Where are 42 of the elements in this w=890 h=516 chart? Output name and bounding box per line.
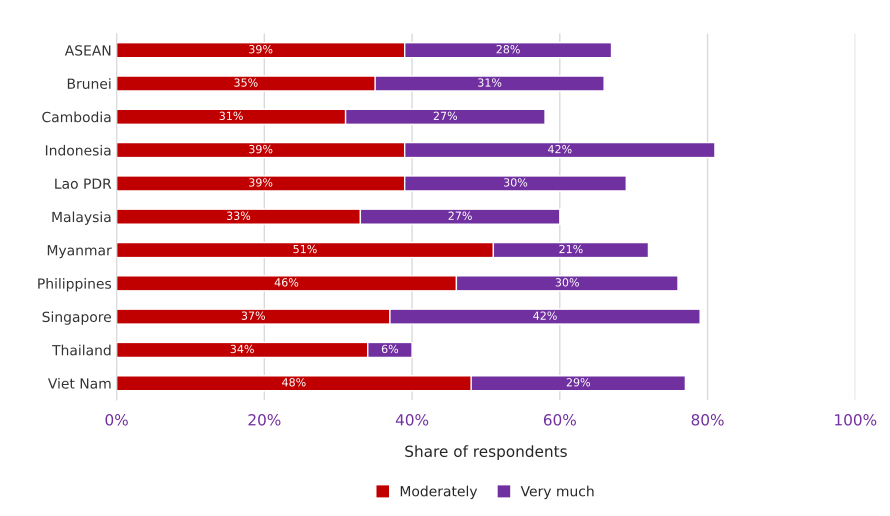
data-label: 31% <box>478 78 502 87</box>
data-label: 39% <box>249 178 272 187</box>
data-label: 42% <box>533 311 557 320</box>
data-label: 42% <box>548 144 572 154</box>
x-axis-title: Share of respondents <box>405 445 567 460</box>
y-tick-label: ASEAN <box>64 45 110 56</box>
x-tick-label: 80% <box>692 414 724 426</box>
legend-label: Very much <box>520 486 594 500</box>
data-label: 39% <box>249 45 272 54</box>
y-tick-label: Malaysia <box>52 211 110 225</box>
x-tick-label: 40% <box>396 414 428 426</box>
data-label: 46% <box>274 278 298 287</box>
x-tick-label: 100% <box>835 414 876 426</box>
y-tick-label: Brunei <box>68 78 110 89</box>
data-label: 29% <box>566 378 590 386</box>
data-label: 21% <box>559 244 583 254</box>
data-label: 30% <box>504 178 528 187</box>
x-tick-label: 0% <box>105 414 128 426</box>
y-tick-label: Cambodia <box>42 112 110 122</box>
data-label: 34% <box>230 344 254 354</box>
data-label: 27% <box>434 112 458 120</box>
y-tick-label: Singapore <box>42 311 111 325</box>
data-label: 48% <box>282 378 306 386</box>
y-tick-label: Indonesia <box>46 144 110 156</box>
legend-label: Moderately <box>400 486 478 500</box>
data-label: 6% <box>382 344 398 354</box>
y-tick-label: Thailand <box>52 344 110 356</box>
y-tick-label: Viet Nam <box>48 378 111 389</box>
data-label: 33% <box>226 212 250 220</box>
data-label: 28% <box>496 45 520 54</box>
y-tick-label: Lao PDR <box>55 178 112 189</box>
x-tick-label: 60% <box>544 414 576 426</box>
x-tick-label: 20% <box>248 414 280 426</box>
data-label: 39% <box>249 144 272 154</box>
data-label: 27% <box>448 212 472 220</box>
data-label: 30% <box>556 278 579 287</box>
y-tick-label: Myanmar <box>48 245 112 258</box>
data-label: 51% <box>293 244 317 254</box>
y-tick-label: Philippines <box>38 278 112 292</box>
data-label: 31% <box>220 112 243 120</box>
data-label: 37% <box>242 311 265 320</box>
data-label: 35% <box>234 78 258 87</box>
